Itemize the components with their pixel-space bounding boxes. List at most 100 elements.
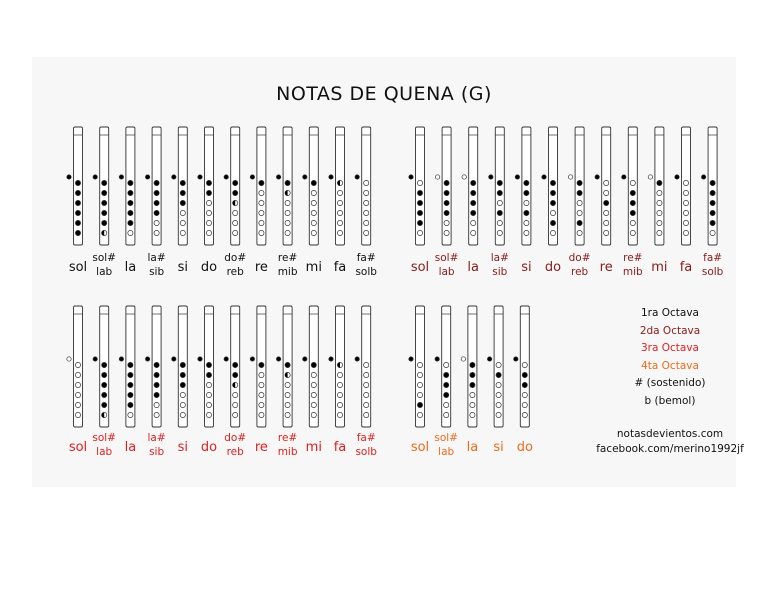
finger-hole-half-fill [101,412,105,418]
finger-hole-open [75,362,81,368]
finger-hole-closed [127,190,134,196]
note-label-sharp: fa# [703,252,722,264]
finger-hole-open [258,372,265,378]
finger-hole-open [75,372,81,378]
finger-hole-open [521,362,528,368]
note-label-flat: sib [492,266,507,278]
finger-hole-closed [179,180,186,186]
finger-hole-closed [101,402,108,408]
finger-hole-open [683,220,689,226]
thumb-hole [568,174,574,180]
finger-hole-open [206,200,212,206]
thumb-hole [66,356,72,362]
finger-hole-open [496,220,503,226]
thumb-hole [223,356,229,362]
finger-hole-open [523,220,530,226]
thumb-hole [276,356,282,362]
note-label-sharp: re# [623,252,642,264]
finger-hole-closed [550,200,556,206]
flute-tube [548,126,558,246]
finger-hole-closed [443,200,450,206]
finger-hole-closed [496,180,503,186]
finger-hole-closed [523,210,530,216]
note-label-sharp: sol# [434,432,458,444]
finger-hole-open [206,392,212,398]
thumb-hole [249,356,255,362]
website-link[interactable]: notasdevientos.com [616,428,724,440]
finger-hole-half-fill [337,180,340,186]
finger-hole-closed [443,190,450,196]
finger-hole-open [284,402,291,408]
finger-hole-open [417,372,423,378]
legend-octave-4: 4ta Octava [641,359,699,372]
finger-hole-open [443,402,450,408]
thumb-hole [354,356,360,362]
finger-hole-open [284,210,291,216]
finger-hole-closed [470,210,477,216]
note-label: mi [651,260,667,275]
thumb-hole [302,356,308,362]
finger-hole-open [417,362,423,368]
finger-hole-open [603,190,610,196]
finger-hole-open [656,190,663,196]
finger-hole-closed [469,362,476,368]
finger-hole-closed [206,362,212,368]
finger-hole-open [206,402,212,408]
finger-hole-open [337,392,343,398]
finger-hole-closed [153,362,160,368]
finger-hole-open [469,402,476,408]
note-label-flat: mib [623,266,643,278]
thumb-hole [276,174,282,180]
finger-hole-closed [443,372,450,378]
finger-hole-closed [258,180,265,186]
finger-hole-closed [417,402,423,408]
finger-hole-open [363,372,370,378]
thumb-hole [435,174,441,180]
note-label-sharp: fa# [357,432,376,444]
finger-hole-open [417,180,423,186]
note-label-sharp: do# [224,252,246,264]
note-label: si [521,260,531,275]
finger-hole-closed [153,210,160,216]
finger-hole-closed [232,362,239,368]
finger-hole-open [206,220,212,226]
finger-hole-closed [417,220,423,226]
finger-hole-closed [417,200,423,206]
finger-hole-open [232,412,239,418]
finger-hole-open [206,230,212,236]
finger-hole-closed [127,210,134,216]
finger-hole-closed [443,392,450,398]
facebook-link[interactable]: facebook.com/merino1992jf [596,443,744,455]
finger-hole-closed [179,382,186,388]
note-label-flat: sib [149,266,164,278]
finger-hole-open [603,180,610,186]
finger-hole-open [363,220,370,226]
finger-hole-open [310,210,317,216]
note-label-flat: sib [149,446,164,458]
note-label-flat: mib [278,446,298,458]
finger-hole-closed [179,362,186,368]
thumb-hole [92,356,98,362]
finger-hole-closed [576,190,583,196]
finger-hole-open [496,200,503,206]
finger-hole-open [179,210,186,216]
finger-hole-open [232,402,239,408]
finger-hole-open [179,402,186,408]
finger-hole-closed [496,210,503,216]
finger-hole-open [337,220,343,226]
flute-tube [707,126,718,246]
finger-hole-open [550,210,556,216]
legend-octave-1: 1ra Octava [640,307,699,319]
thumb-hole [488,174,494,180]
finger-hole-open [75,402,81,408]
thumb-hole [328,356,334,362]
finger-hole-half-fill [232,200,236,206]
note-label: sol [411,260,429,275]
finger-hole-closed [495,372,502,378]
finger-hole-closed [496,190,503,196]
finger-hole-open [603,220,610,226]
finger-hole-closed [101,180,108,186]
finger-hole-open [443,362,450,368]
finger-hole-open [683,190,689,196]
finger-hole-open [470,220,477,226]
